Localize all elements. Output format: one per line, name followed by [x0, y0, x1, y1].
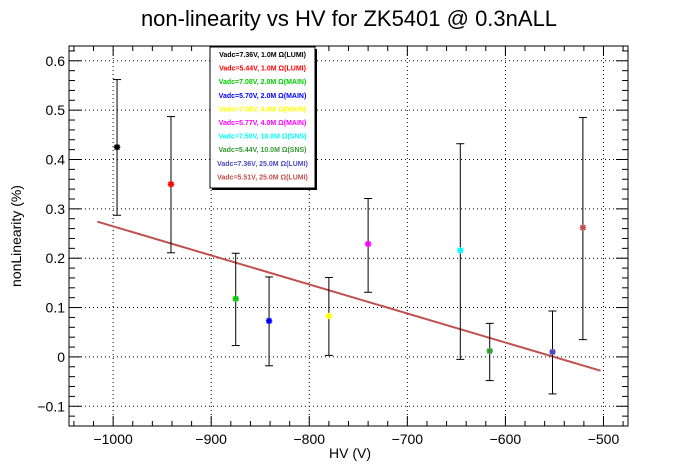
y-tick-label: −0.1 [37, 398, 65, 414]
data-point-series-9 [548, 310, 557, 395]
data-marker [457, 247, 464, 254]
fit-layer [97, 220, 601, 372]
grid-layer [69, 46, 628, 426]
chart-title: non-linearity vs HV for ZK5401 @ 0.3nALL [140, 6, 558, 31]
data-marker [486, 347, 493, 355]
x-tick-label: −900 [195, 431, 227, 447]
x-tick-label: −700 [392, 431, 424, 447]
data-point-series-2 [166, 116, 175, 254]
y-tick-label: 0.6 [46, 53, 66, 69]
fit-line [97, 220, 601, 372]
plot-frame [68, 45, 629, 427]
y-tick-label: 0.1 [46, 300, 66, 316]
legend-entry: Vadc=5.51V, 25.0M Ω(LUMI) [217, 174, 308, 181]
y-tick-label: 0 [57, 349, 65, 365]
legend-entry: Vadc=5.44V, 1.0M Ω(LUMI) [219, 66, 306, 73]
data-point-series-5 [324, 276, 333, 356]
data-point-series-6 [364, 197, 373, 293]
data-marker [579, 224, 587, 231]
legend-box [209, 46, 316, 189]
data-marker [325, 312, 333, 320]
x-tick-label: −500 [588, 431, 620, 447]
data-point-series-3 [231, 252, 240, 347]
x-tick-label: −1000 [93, 431, 133, 447]
data-marker [265, 317, 273, 325]
data-layer [113, 79, 587, 395]
x-tick-label: −600 [490, 431, 522, 447]
data-point-series-10 [578, 117, 587, 341]
data-point-series-1 [113, 79, 122, 216]
legend-entry: Vadc=7.50V, 10.0M Ω(SNS) [218, 134, 306, 141]
data-point-series-4 [265, 276, 274, 367]
legend-entry: Vadc=7.08V, 4.0M Ω(MAIN) [219, 106, 307, 113]
legend-entry: Vadc=5.70V, 2.0M Ω(MAIN) [219, 93, 307, 100]
data-marker [549, 348, 556, 356]
data-marker [232, 295, 239, 302]
data-point-series-7 [456, 143, 465, 360]
legend-entry: Vadc=5.44V, 10.0M Ω(SNS) [218, 147, 306, 154]
y-tick-label: 0.2 [46, 250, 66, 266]
y-tick-label: 0.4 [46, 152, 66, 168]
y-tick-label: 0.3 [46, 201, 66, 217]
y-axis-title: nonLinearity (%) [8, 185, 24, 287]
legend-entry: Vadc=7.36V, 25.0M Ω(LUMI) [217, 161, 308, 168]
legend-entry: Vadc=7.08V, 2.0M Ω(MAIN) [219, 79, 307, 86]
x-tick-label: −800 [293, 431, 325, 447]
x-axis-title: HV (V) [329, 445, 371, 461]
axis-layer: −1000 −900 −800 −700 −600 −500 −0.1 0 0.1 0.2 0.3 0… [37, 46, 628, 447]
data-marker [167, 180, 175, 188]
data-point-series-8 [485, 322, 494, 382]
y-tick-label: 0.5 [46, 102, 66, 118]
legend: Vadc=7.36V, 1.0M Ω(LUMI) Vadc=5.44V, 1.0M… [209, 46, 317, 190]
legend-entry: Vadc=5.77V, 4.0M Ω(MAIN) [219, 120, 307, 127]
data-marker [113, 143, 121, 151]
data-marker [364, 240, 372, 248]
legend-entry: Vadc=7.36V, 1.0M Ω(LUMI) [219, 52, 306, 59]
